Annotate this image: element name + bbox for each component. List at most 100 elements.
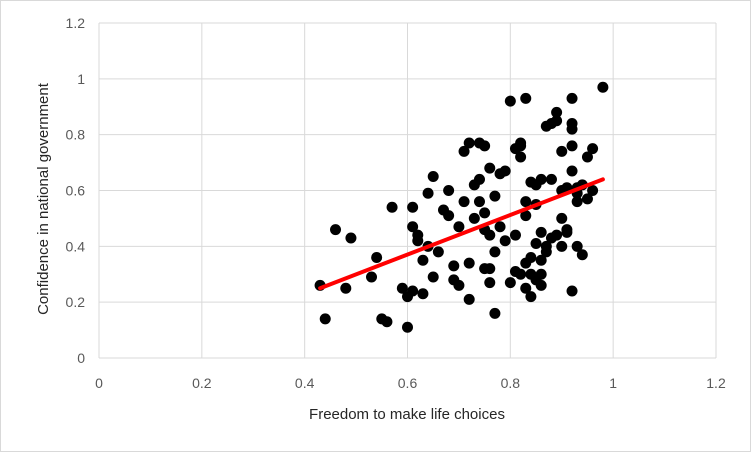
y-tick-label: 0 — [77, 350, 85, 366]
data-point — [556, 212, 568, 224]
data-point — [489, 307, 501, 319]
data-point — [566, 165, 578, 177]
data-points — [314, 81, 609, 333]
x-tick-label: 1 — [609, 375, 617, 391]
x-tick-label: 0 — [95, 375, 103, 391]
data-point — [396, 282, 408, 294]
x-tick-label: 0.2 — [192, 375, 212, 391]
data-point — [484, 277, 496, 289]
data-point — [525, 252, 537, 263]
x-tick-label: 1.2 — [706, 375, 726, 391]
data-point — [443, 210, 455, 222]
data-point — [386, 201, 398, 213]
data-point — [371, 252, 383, 263]
x-axis-tick-labels: 0 0.2 0.4 0.6 0.8 1 1.2 — [95, 375, 726, 391]
data-point — [535, 173, 547, 185]
data-point — [597, 81, 609, 93]
data-point — [509, 229, 521, 241]
data-point — [407, 221, 419, 233]
data-point — [463, 257, 475, 269]
y-tick-label: 0.8 — [66, 127, 86, 143]
data-point — [499, 235, 511, 247]
data-point — [427, 271, 439, 283]
data-point — [473, 173, 485, 185]
y-tick-label: 0.2 — [66, 294, 86, 310]
data-point — [504, 95, 516, 107]
data-point — [525, 291, 537, 303]
y-tick-label: 0.4 — [66, 238, 86, 254]
data-point — [463, 293, 475, 305]
data-point — [407, 285, 419, 297]
data-point — [340, 282, 352, 294]
data-point — [571, 196, 583, 208]
data-point — [448, 260, 460, 272]
x-tick-label: 0.4 — [295, 375, 315, 391]
data-point — [484, 162, 496, 174]
x-tick-label: 0.6 — [398, 375, 418, 391]
data-point — [535, 254, 547, 266]
data-point — [453, 221, 465, 233]
data-point — [551, 115, 563, 127]
data-point — [412, 235, 424, 247]
data-point — [520, 282, 532, 294]
data-point — [515, 151, 527, 163]
data-point — [535, 226, 547, 238]
data-point — [581, 151, 593, 163]
data-point — [494, 221, 506, 233]
data-point — [504, 277, 516, 289]
y-axis-title: Confidence in national government — [35, 82, 52, 315]
data-point — [530, 238, 542, 250]
data-point — [417, 288, 429, 300]
data-point — [468, 212, 480, 224]
data-point — [535, 268, 547, 280]
data-point — [587, 185, 599, 196]
data-point — [515, 140, 527, 152]
data-point — [535, 279, 547, 291]
x-axis-title: Freedom to make life choices — [309, 406, 505, 423]
data-point — [566, 92, 578, 104]
data-point — [520, 92, 532, 104]
data-point — [566, 140, 578, 152]
data-point — [443, 185, 455, 196]
data-point — [422, 187, 434, 199]
data-point — [566, 285, 578, 297]
data-point — [319, 313, 331, 325]
data-point — [479, 207, 491, 219]
data-point — [540, 246, 552, 258]
data-point — [515, 268, 527, 280]
data-point — [545, 173, 557, 185]
gridlines — [98, 22, 717, 359]
data-point — [432, 246, 444, 258]
data-point — [489, 190, 501, 202]
data-point — [366, 271, 378, 283]
trendline-layer — [318, 177, 605, 291]
data-point — [381, 316, 393, 328]
data-point — [576, 249, 588, 261]
data-point — [463, 137, 475, 149]
data-point — [561, 226, 573, 238]
data-point — [556, 145, 568, 157]
data-point — [520, 210, 532, 222]
data-point — [458, 196, 470, 208]
y-tick-label: 1 — [77, 71, 85, 87]
data-point — [407, 201, 419, 213]
y-tick-label: 0.6 — [66, 183, 86, 199]
data-point — [551, 106, 563, 118]
data-point — [330, 224, 342, 236]
data-point — [489, 246, 501, 258]
data-point — [417, 254, 429, 266]
trendline — [318, 177, 605, 291]
data-point — [427, 171, 439, 183]
data-point — [551, 229, 563, 241]
data-point — [520, 196, 532, 208]
data-point — [458, 145, 470, 157]
data-point — [581, 193, 593, 205]
data-point — [479, 140, 491, 152]
data-point — [402, 321, 413, 333]
data-point — [499, 165, 511, 177]
data-point — [473, 196, 485, 208]
data-point — [571, 240, 583, 252]
data-point — [484, 263, 496, 275]
